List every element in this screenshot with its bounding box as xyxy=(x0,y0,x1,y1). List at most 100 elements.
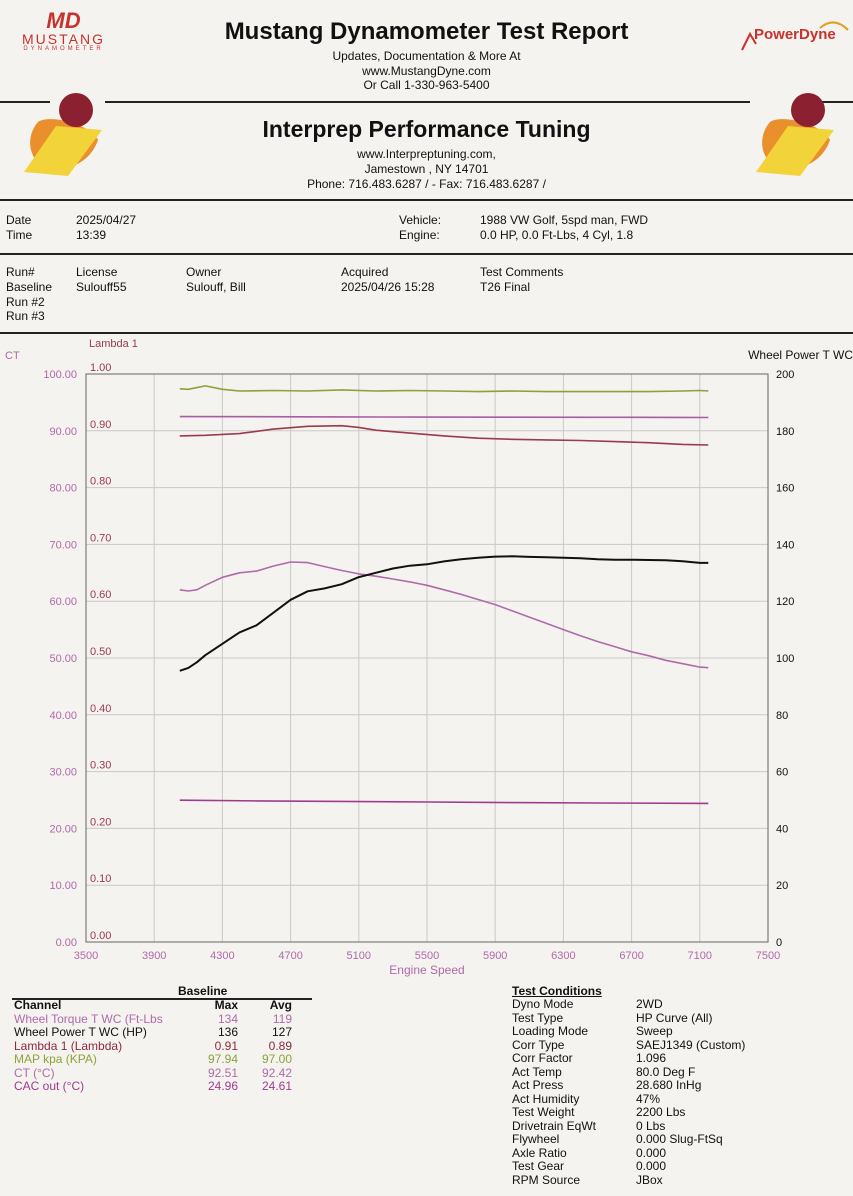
conditions-row: Loading Mode Sweep xyxy=(508,1024,749,1039)
summary-cell-name: CT (°C) xyxy=(14,1065,55,1080)
left-tick-label: 30.00 xyxy=(49,767,77,779)
conditions-row: Flywheel 0.000 Slug-FtSq xyxy=(508,1132,749,1147)
date-label: Date xyxy=(6,213,32,227)
series-line-wheel-power-t-wc-hp xyxy=(179,555,709,672)
runs-header-license: License xyxy=(76,265,118,279)
conditions-row: Corr Type SAEJ1349 (Custom) xyxy=(508,1037,749,1053)
section-rule-2 xyxy=(0,253,853,255)
lambda-axis-label: Lambda 1 xyxy=(89,338,138,350)
header-rule-left xyxy=(0,101,50,103)
summary-cell-name: Wheel Power T WC (HP) xyxy=(14,1025,147,1039)
summary-row: CAC out (°C) 24.96 24.61 xyxy=(10,1079,296,1094)
conditions-row: Corr Factor 1.096 xyxy=(508,1051,749,1066)
condition-value: 47% xyxy=(636,1091,661,1106)
condition-value: 0 Lbs xyxy=(636,1118,666,1133)
summary-cell-avg: 92.42 xyxy=(261,1065,292,1080)
condition-label: Corr Type xyxy=(512,1037,565,1052)
summary-header-avg: Avg xyxy=(269,998,292,1012)
summary-cell-avg: 0.89 xyxy=(268,1038,292,1053)
left-tick-label: 100.00 xyxy=(43,369,77,381)
condition-label: Flywheel xyxy=(512,1132,560,1146)
conditions-row: Test Type HP Curve (All) xyxy=(508,1010,749,1026)
conditions-row: Act Temp 80.0 Deg F xyxy=(508,1064,749,1080)
left-tick-label: 20.00 xyxy=(49,823,77,835)
condition-value: Sweep xyxy=(636,1024,673,1038)
right-tick-label: 180 xyxy=(776,426,794,438)
summary-row: MAP kpa (KPA) 97.94 97.00 xyxy=(10,1052,296,1067)
summary-cell-avg: 24.61 xyxy=(261,1079,292,1093)
left-tick-label: 60.00 xyxy=(49,596,77,608)
condition-label: Axle Ratio xyxy=(512,1145,567,1160)
header-line-3: Or Call 1-330-963-5400 xyxy=(363,78,490,92)
conditions-title: Test Conditions xyxy=(512,984,602,998)
condition-label: Act Humidity xyxy=(512,1091,580,1106)
x-tick-label: 5100 xyxy=(347,950,371,962)
summary-cell-max: 97.94 xyxy=(207,1052,238,1066)
condition-value: 2200 Lbs xyxy=(636,1105,686,1119)
shop-logo-right-icon xyxy=(756,93,834,176)
report-title: Mustang Dynamometer Test Report xyxy=(224,18,629,45)
condition-value: JBox xyxy=(636,1172,663,1187)
header-line-2: www.MustangDyne.com xyxy=(362,64,491,78)
chart-series xyxy=(179,385,709,805)
date-value: 2025/04/27 xyxy=(76,213,137,227)
run-name: Run #2 xyxy=(6,295,45,309)
conditions-row: RPM Source JBox xyxy=(508,1172,749,1188)
header-rule xyxy=(105,101,750,103)
summary-cell-avg: 97.00 xyxy=(261,1052,292,1066)
right-axis-label: Wheel Power T WC xyxy=(748,348,853,362)
shop-name: Interprep Performance Tuning xyxy=(262,116,591,142)
summary-cell-avg: 119 xyxy=(272,1011,292,1026)
summary-cell-max: 136 xyxy=(217,1025,238,1039)
condition-value: 80.0 Deg F xyxy=(636,1064,696,1079)
left-tick-label: 80.00 xyxy=(49,483,77,495)
condition-label: Test Gear xyxy=(512,1159,565,1173)
x-tick-label: 3500 xyxy=(74,950,98,962)
conditions-row: Axle Ratio 0.000 xyxy=(508,1145,749,1161)
summary-header-max: Max xyxy=(214,998,238,1012)
summary-rule xyxy=(12,998,312,1000)
left-tick-label: 40.00 xyxy=(49,710,77,722)
condition-value: 2WD xyxy=(636,997,663,1011)
x-axis-label: Engine Speed xyxy=(389,963,464,977)
x-tick-label: 6700 xyxy=(619,950,643,962)
x-tick-label: 4700 xyxy=(278,950,302,962)
summary-cell-name: Lambda 1 (Lambda) xyxy=(14,1038,123,1053)
series-line-cac-out-c xyxy=(179,799,709,805)
plot-frame xyxy=(85,373,769,943)
run-owner: Sulouff, Bill xyxy=(186,280,246,294)
left-tick-label: 0.00 xyxy=(56,937,77,949)
lambda-tick-label: 0.90 xyxy=(90,419,111,431)
shop-phone: Phone: 716.483.6287 / - Fax: 716.483.628… xyxy=(307,177,546,191)
condition-label: Act Press xyxy=(512,1078,564,1092)
x-tick-label: 3900 xyxy=(142,950,166,962)
condition-label: Test Weight xyxy=(512,1105,575,1119)
lambda-tick-label: 0.40 xyxy=(90,703,111,715)
summary-cell-avg: 127 xyxy=(271,1025,292,1039)
runs-header-acquired: Acquired xyxy=(341,265,389,279)
summary-row: Wheel Torque T WC (Ft-Lbs 134 119 xyxy=(10,1011,296,1027)
condition-value: 1.096 xyxy=(636,1051,667,1065)
summary-cell-name: Wheel Torque T WC (Ft-Lbs xyxy=(14,1011,163,1026)
right-tick-label: 20 xyxy=(776,880,788,892)
vehicle-value: 1988 VW Golf, 5spd man, FWD xyxy=(480,213,649,227)
condition-label: Dyno Mode xyxy=(512,997,574,1011)
section-rule-1 xyxy=(0,199,853,201)
summary-cell-max: 92.51 xyxy=(207,1065,238,1080)
section-rule-3 xyxy=(0,332,853,334)
shop-logo-left-icon xyxy=(24,93,102,176)
conditions-row: Test Gear 0.000 xyxy=(508,1159,749,1174)
left-tick-label: 90.00 xyxy=(49,426,77,438)
shop-city: Jamestown , NY 14701 xyxy=(364,162,489,176)
condition-label: RPM Source xyxy=(512,1172,581,1187)
condition-value: 0.000 xyxy=(636,1159,667,1173)
engine-label: Engine: xyxy=(399,228,440,242)
time-label: Time xyxy=(6,228,33,242)
series-line-lambda-1-lambda xyxy=(179,424,709,446)
runs-header-comments: Test Comments xyxy=(480,265,564,279)
condition-value: SAEJ1349 (Custom) xyxy=(636,1037,746,1052)
series-line-wheel-torque-t-wc-ft-lbs xyxy=(179,561,709,669)
condition-label: Corr Factor xyxy=(512,1051,573,1065)
condition-label: Test Type xyxy=(512,1010,564,1025)
right-tick-label: 80 xyxy=(776,710,788,722)
